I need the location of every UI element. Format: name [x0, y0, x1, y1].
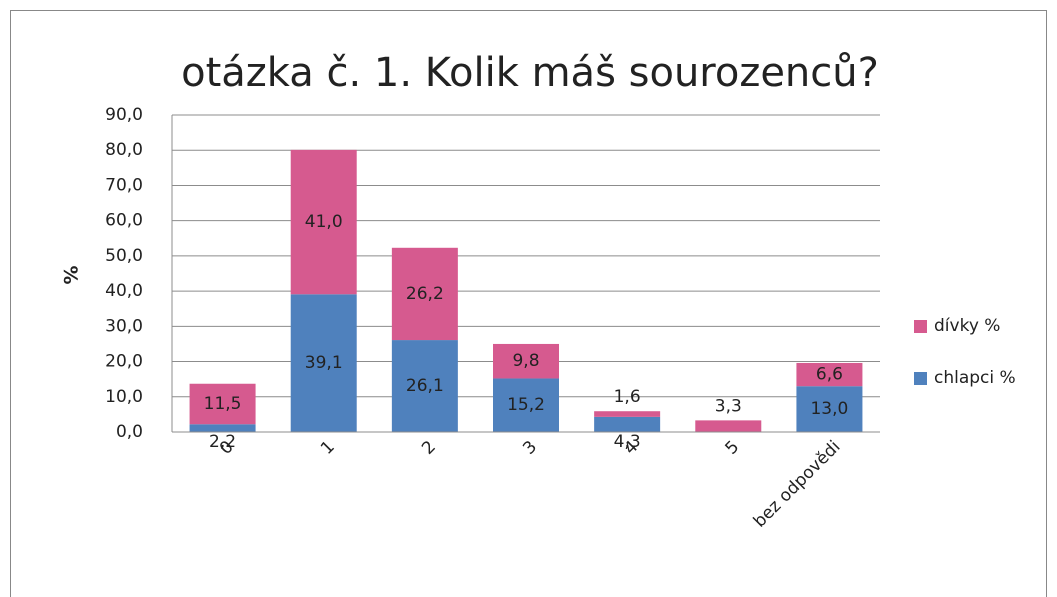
bar-segment — [594, 411, 661, 417]
bar-segment — [290, 294, 357, 432]
bar-segment — [695, 420, 762, 432]
legend-swatch — [914, 372, 927, 385]
bar-segment — [189, 424, 256, 432]
y-tick-label: 50,0 — [105, 246, 143, 266]
y-tick-label: 30,0 — [105, 316, 143, 336]
chart-frame — [10, 10, 1047, 597]
legend-label: chlapci % — [934, 368, 1016, 388]
y-tick-label: 70,0 — [105, 175, 143, 195]
y-axis-label: % — [61, 265, 83, 284]
chart-title: otázka č. 1. Kolik máš sourozenců? — [181, 50, 879, 96]
data-label: 9,8 — [512, 351, 539, 371]
y-tick-label: 0,0 — [116, 422, 143, 442]
bar-segment — [391, 247, 458, 341]
bar-segment — [493, 378, 559, 432]
bar-segment — [796, 386, 863, 432]
bar-segment — [189, 383, 256, 425]
bar-segment — [796, 362, 863, 387]
y-tick-label: 60,0 — [105, 211, 143, 231]
y-tick-label: 40,0 — [105, 281, 143, 301]
legend-swatch — [914, 320, 927, 333]
bar-segment — [493, 343, 559, 379]
bar-segment — [290, 149, 357, 295]
y-tick-label: 10,0 — [105, 387, 143, 407]
y-tick-label: 90,0 — [105, 105, 143, 125]
data-label: 26,1 — [406, 376, 444, 396]
data-label: 6,6 — [816, 365, 843, 385]
data-label: 1,6 — [614, 387, 641, 407]
data-label: 3,3 — [715, 396, 742, 416]
y-tick-label: 20,0 — [105, 352, 143, 372]
data-label: 13,0 — [810, 399, 848, 419]
bar-segment — [391, 340, 458, 432]
data-label: 41,0 — [305, 212, 343, 232]
legend-label: dívky % — [934, 316, 1000, 336]
data-label: 4,3 — [614, 432, 641, 452]
data-label: 39,1 — [305, 353, 343, 373]
y-tick-label: 80,0 — [105, 140, 143, 160]
data-label: 15,2 — [507, 395, 545, 415]
data-label: 26,2 — [406, 284, 444, 304]
bar-segment — [594, 416, 661, 432]
data-label: 11,5 — [204, 394, 242, 414]
data-label: 2,2 — [209, 432, 236, 452]
